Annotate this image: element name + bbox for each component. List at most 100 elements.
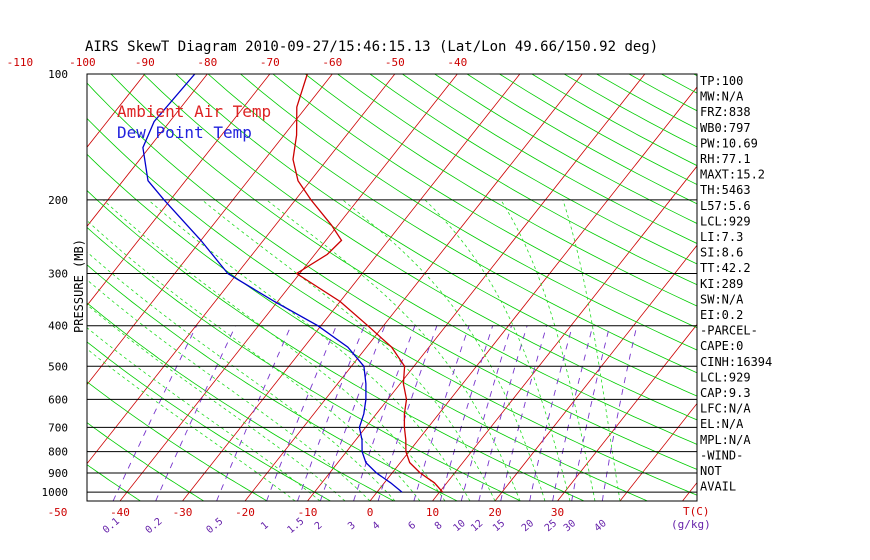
pressure-tick-label: 200 (48, 194, 68, 207)
bottom-temp-tick-label: -20 (235, 506, 255, 519)
isotherm-lines (0, 74, 870, 501)
mixing-ratio-label: 10 (452, 518, 468, 534)
top-temp-tick-label: -70 (260, 56, 280, 69)
pressure-tick-label: 1000 (42, 486, 69, 499)
dry-adiabat-lines (0, 74, 697, 501)
legend-dew-point-temp: Dew Point Temp (117, 123, 252, 142)
mixing-ratio-line (601, 325, 638, 501)
moist-adiabat-line (342, 199, 546, 501)
dry-adiabat-line (87, 226, 521, 501)
mixing-ratio-label: 3 (346, 520, 358, 532)
dry-adiabat-line (369, 74, 697, 265)
dry-adiabat-line (87, 464, 141, 501)
bottom-temp-tick-label: 10 (426, 506, 439, 519)
bottom-temp-tick-label: 30 (551, 506, 564, 519)
series-layer (142, 74, 444, 493)
stability-index-item: L57:5.6 (700, 199, 751, 213)
dry-adiabat-line (240, 74, 697, 351)
isobar-lines (87, 74, 697, 493)
mixing-ratio-line (297, 325, 365, 501)
isotherm-line (557, 323, 697, 501)
pressure-tick-label: 300 (48, 268, 68, 281)
isotherm-line (745, 74, 870, 501)
dry-adiabat-line (87, 190, 585, 501)
ambient-air-temp-series-line (292, 74, 444, 493)
bottom-temp-tick-label: -30 (173, 506, 193, 519)
stability-index-item: MW:N/A (700, 90, 744, 104)
mixing-ratio-label: 0.1 (101, 516, 122, 536)
stability-index-item: SW:N/A (700, 292, 744, 306)
stability-index-item: NOT (700, 464, 722, 478)
stability-index-item: LCL:929 (700, 370, 751, 384)
mixing-ratio-line (460, 325, 512, 501)
legend-ambient-air-temp: Ambient Air Temp (117, 102, 271, 121)
moist-adiabat-line (148, 199, 471, 501)
stability-index-item: LI:7.3 (700, 230, 743, 244)
dry-adiabat-line (87, 153, 648, 501)
isotherm-line (87, 74, 208, 227)
mixing-ratio-label: 20 (520, 518, 536, 534)
moist-adiabat-line (201, 199, 496, 501)
stability-index-item: CAP:9.3 (700, 386, 751, 400)
isotherm-line (619, 402, 697, 501)
pressure-tick-label: 600 (48, 393, 68, 406)
dry-adiabat-line (87, 264, 458, 501)
moist-adiabat-line (87, 220, 421, 501)
dry-adiabat-line (402, 74, 697, 244)
mixing-ratio-line (571, 325, 611, 501)
isotherm-line (0, 74, 82, 501)
top-temp-tick-label: -40 (447, 56, 467, 69)
chart-title: AIRS SkewT Diagram 2010-09-27/15:46:15.1… (85, 39, 658, 55)
pressure-tick-label: 500 (48, 360, 68, 373)
moist-adiabat-line (103, 199, 446, 501)
y-axis-title: PRESSURE (MB) (72, 239, 86, 333)
dry-adiabat-line (87, 381, 268, 501)
bottom-temp-tick-label: -10 (298, 506, 318, 519)
dry-adiabat-line (175, 74, 697, 397)
mixing-ratio-lines (112, 325, 638, 501)
stability-index-item: MPL:N/A (700, 433, 751, 447)
isotherm-line (244, 74, 583, 501)
dry-adiabat-line (661, 74, 697, 94)
moist-adiabat-line (87, 348, 296, 501)
pressure-tick-label: 700 (48, 421, 68, 434)
top-temp-tick-label: -110 (7, 56, 34, 69)
mixing-ratio-line (155, 325, 236, 501)
mixing-ratio-label: 4 (371, 520, 383, 532)
stability-index-item: TT:42.2 (700, 261, 751, 275)
dry-adiabat-line (337, 74, 697, 286)
mixing-ratio-line (377, 325, 438, 501)
isotherm-line (87, 74, 146, 148)
x-axis-unit-label: T(C) (683, 505, 710, 518)
moist-adiabat-line (500, 199, 596, 501)
dry-adiabat-line (0, 74, 14, 501)
pressure-tick-label: 800 (48, 446, 68, 459)
top-temp-tick-label: -80 (197, 56, 217, 69)
stability-index-item: -PARCEL- (700, 324, 758, 338)
pressure-tick-label: 100 (48, 68, 68, 81)
dry-adiabat-line (87, 117, 697, 496)
mixing-ratio-label: 40 (593, 518, 609, 534)
plot-frame (86, 73, 698, 502)
top-temp-tick-label: -50 (385, 56, 405, 69)
moist-adiabat-lines (87, 199, 621, 501)
moist-adiabat-line (87, 251, 396, 501)
stability-index-item: CAPE:0 (700, 339, 743, 353)
stability-index-item: LCL:929 (700, 214, 751, 228)
dry-adiabat-line (466, 74, 697, 205)
mixing-ratio-line (266, 325, 337, 501)
dry-adiabat-line (143, 74, 697, 421)
stability-index-item: TH:5463 (700, 183, 751, 197)
stability-index-item: FRZ:838 (700, 105, 751, 119)
stability-index-item: CINH:16394 (700, 355, 772, 369)
dry-adiabat-line (110, 74, 697, 445)
mixing-ratio-label: 25 (543, 518, 559, 534)
isotherm-line (0, 74, 20, 501)
stability-index-item: KI:289 (700, 277, 743, 291)
pressure-tick-label: 400 (48, 320, 68, 333)
top-temp-tick-label: -100 (69, 56, 96, 69)
stability-index-item: PW:10.69 (700, 136, 758, 150)
isotherm-line (494, 244, 697, 501)
stability-index-item: AVAIL (700, 480, 736, 494)
isotherm-line (87, 74, 333, 386)
